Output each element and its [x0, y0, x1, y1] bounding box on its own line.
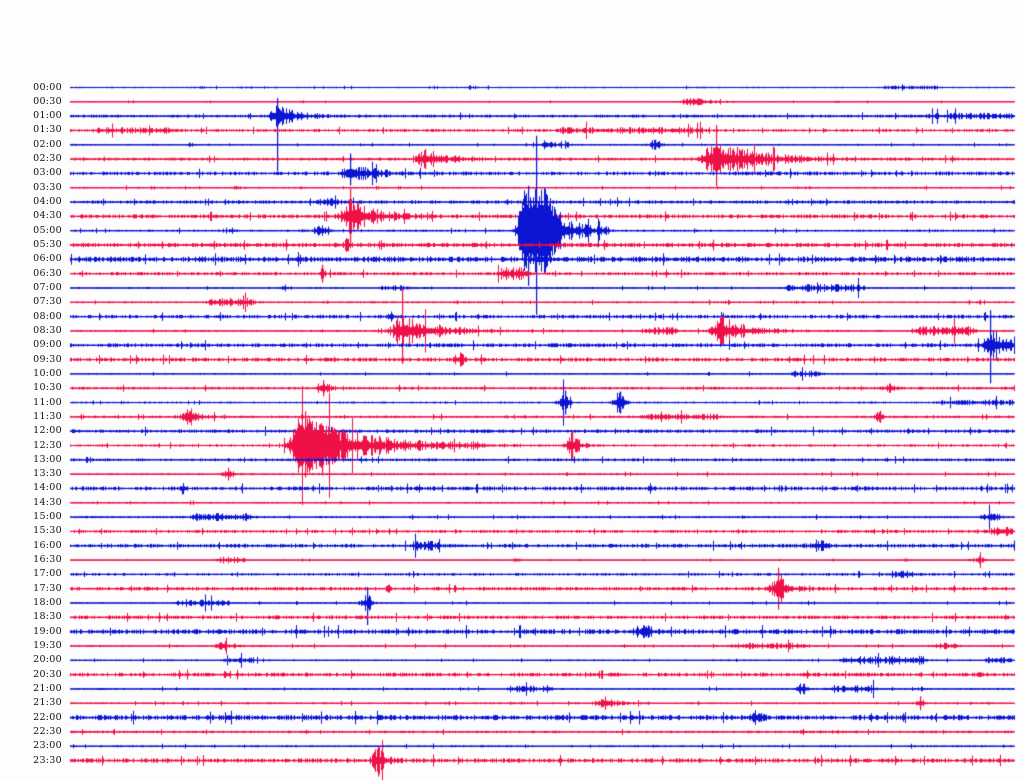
time-label: 23:30 — [33, 754, 62, 766]
time-label: 00:30 — [33, 95, 62, 107]
time-label: 16:00 — [33, 539, 62, 551]
time-label: 14:30 — [33, 496, 62, 508]
time-label: 04:00 — [33, 196, 62, 208]
time-label: 12:00 — [33, 425, 62, 437]
time-label: 19:30 — [33, 639, 62, 651]
time-label: 18:30 — [33, 611, 62, 623]
time-label: 18:00 — [33, 597, 62, 609]
time-label: 11:30 — [33, 410, 62, 422]
time-label: 02:30 — [33, 153, 62, 165]
time-label: 13:30 — [33, 468, 62, 480]
time-label: 23:00 — [33, 740, 62, 752]
time-label: 09:00 — [33, 339, 62, 351]
time-label: 14:00 — [33, 482, 62, 494]
time-label: 02:00 — [33, 138, 62, 150]
time-label: 15:00 — [33, 511, 62, 523]
time-label: 08:30 — [33, 324, 62, 336]
time-label: 17:30 — [33, 582, 62, 594]
time-label: 00:00 — [33, 81, 62, 93]
time-label: 05:30 — [33, 239, 62, 251]
time-label: 07:00 — [33, 281, 62, 293]
time-label: 06:00 — [33, 253, 62, 265]
time-label: 04:30 — [33, 210, 62, 222]
time-label: 01:00 — [33, 110, 62, 122]
time-label: 03:30 — [33, 181, 62, 193]
time-label: 17:00 — [33, 568, 62, 580]
time-label: 19:00 — [33, 625, 62, 637]
time-label: 20:00 — [33, 654, 62, 666]
time-label: 20:30 — [33, 668, 62, 680]
time-label: 10:00 — [33, 367, 62, 379]
time-label: 21:30 — [33, 697, 62, 709]
time-label: 22:00 — [33, 711, 62, 723]
time-label: 12:30 — [33, 439, 62, 451]
time-label: 16:30 — [33, 554, 62, 566]
time-label: 07:30 — [33, 296, 62, 308]
time-label: 08:00 — [33, 310, 62, 322]
time-label: 05:00 — [33, 224, 62, 236]
time-label: 15:30 — [33, 525, 62, 537]
time-label: 06:30 — [33, 267, 62, 279]
time-label: 22:30 — [33, 725, 62, 737]
time-label: 13:00 — [33, 453, 62, 465]
time-label: 10:30 — [33, 382, 62, 394]
time-label: 11:00 — [33, 396, 62, 408]
time-label: 09:30 — [33, 353, 62, 365]
time-label: 21:00 — [33, 682, 62, 694]
time-label: 01:30 — [33, 124, 62, 136]
time-label: 03:00 — [33, 167, 62, 179]
